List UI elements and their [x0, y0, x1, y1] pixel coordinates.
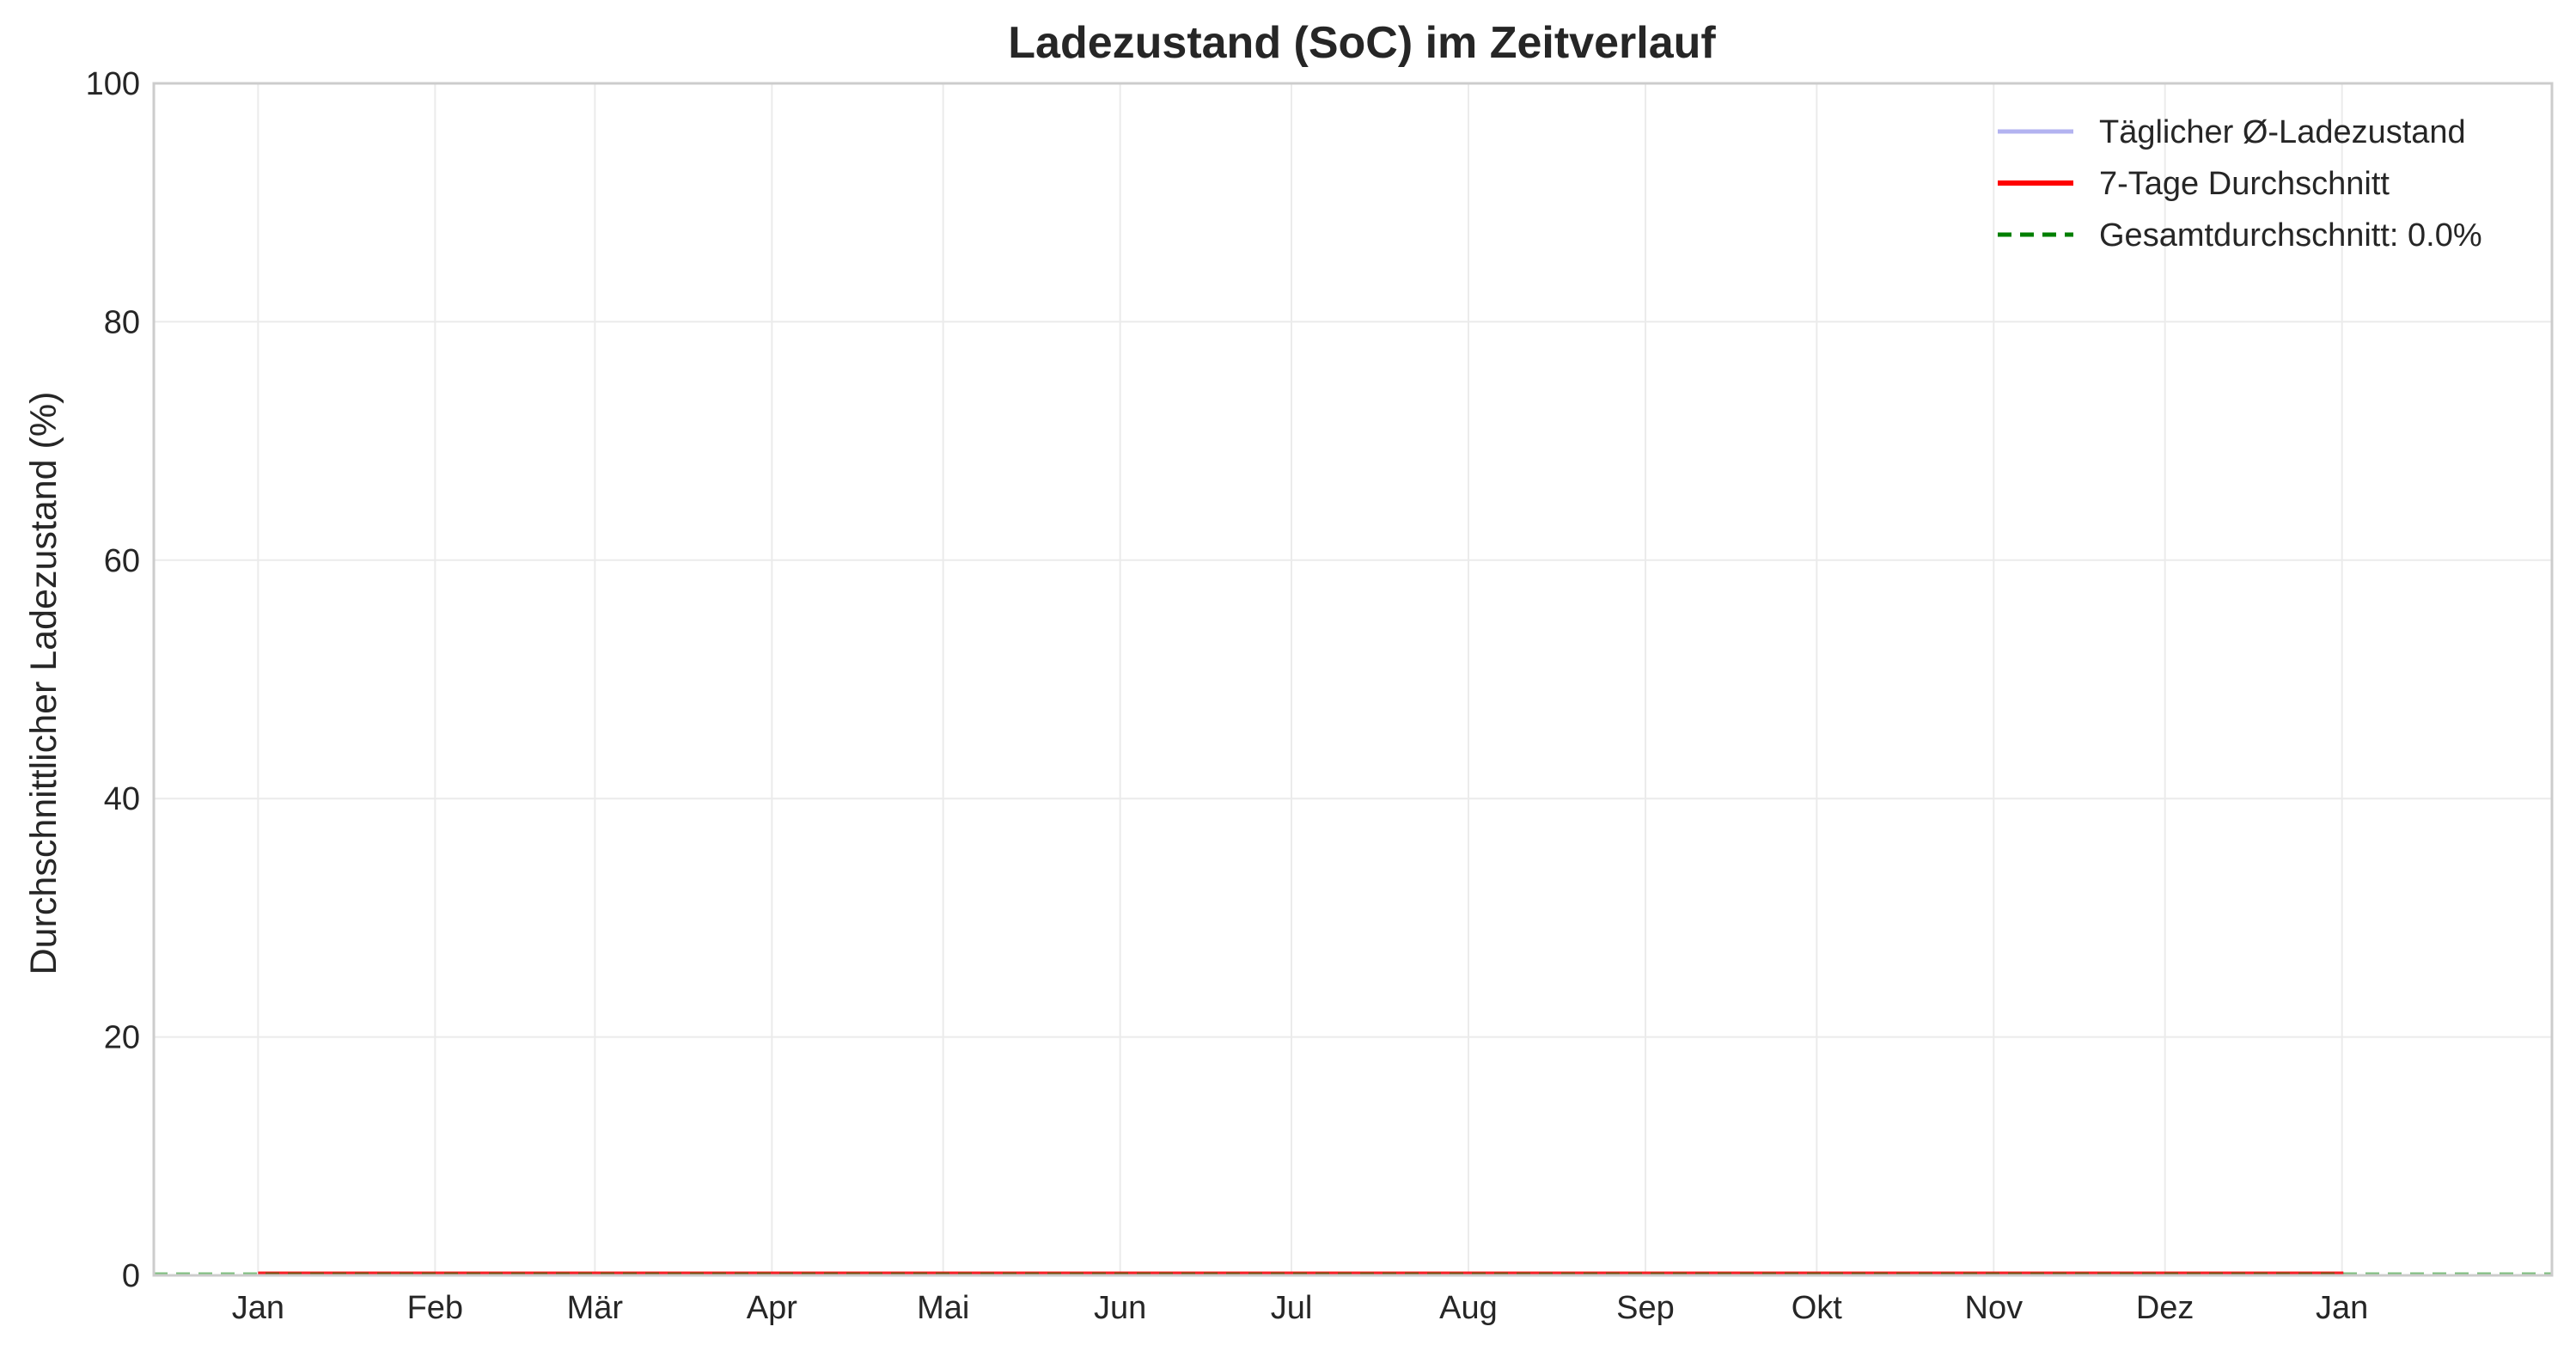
x-tick-label: Apr — [747, 1290, 797, 1326]
x-tick-label: Nov — [1965, 1290, 2024, 1326]
x-tick-label: Dez — [2136, 1290, 2194, 1326]
x-tick-label: Jul — [1271, 1290, 1313, 1326]
y-tick-label: 60 — [104, 543, 140, 579]
y-tick-label: 80 — [104, 304, 140, 340]
x-tick-label: Jan — [232, 1290, 284, 1326]
x-tick-label: Sep — [1616, 1290, 1675, 1326]
x-tick-label: Mai — [917, 1290, 969, 1326]
legend-label: Gesamtdurchschnitt: 0.0% — [2099, 217, 2482, 254]
y-axis-label: Durchschnittlicher Ladezustand (%) — [23, 392, 64, 975]
chart-title: Ladezustand (SoC) im Zeitverlauf — [1008, 18, 1716, 68]
x-tick-label: Jun — [1094, 1290, 1146, 1326]
x-tick-label: Aug — [1439, 1290, 1498, 1326]
x-tick-label: Okt — [1792, 1290, 1843, 1326]
y-tick-label: 0 — [122, 1258, 140, 1294]
y-tick-label: 100 — [86, 66, 140, 102]
legend-label: Täglicher Ø-Ladezustand — [2099, 114, 2466, 150]
y-tick-label: 20 — [104, 1020, 140, 1056]
x-tick-label: Mär — [567, 1290, 624, 1326]
plot-frame — [152, 82, 2554, 1277]
tick-labels: 0 20 40 60 80 100 Jan Feb Mär Apr Mai Jun Jul Aug Sep O… — [86, 66, 2369, 1326]
x-tick-label: Feb — [407, 1290, 463, 1326]
legend: Täglicher Ø-Ladezustand 7-Tage Durchschni… — [1998, 114, 2482, 254]
x-tick-label: Jan — [2316, 1290, 2368, 1326]
legend-label: 7-Tage Durchschnitt — [2099, 166, 2390, 202]
y-tick-label: 40 — [104, 781, 140, 817]
